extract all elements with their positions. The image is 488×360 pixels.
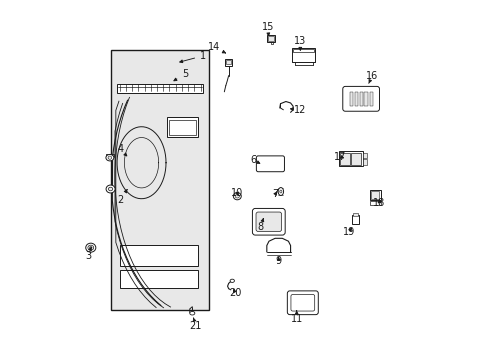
Text: 5: 5 — [174, 69, 188, 81]
Text: 12: 12 — [290, 105, 306, 115]
Bar — [292, 49, 314, 52]
Text: 2: 2 — [117, 190, 127, 205]
Text: 13: 13 — [294, 36, 306, 50]
Ellipse shape — [106, 154, 114, 161]
Bar — [362, 153, 366, 158]
Bar — [369, 190, 380, 200]
Bar — [359, 92, 362, 106]
Ellipse shape — [88, 245, 94, 250]
FancyBboxPatch shape — [290, 294, 314, 311]
Ellipse shape — [108, 156, 111, 159]
Ellipse shape — [278, 188, 283, 195]
Text: 4: 4 — [117, 144, 126, 156]
FancyBboxPatch shape — [256, 212, 281, 231]
Bar — [349, 92, 352, 106]
Ellipse shape — [89, 247, 92, 249]
Text: 9: 9 — [275, 256, 281, 266]
Bar — [225, 60, 231, 64]
FancyBboxPatch shape — [287, 291, 318, 315]
Bar — [225, 59, 231, 66]
Bar — [351, 153, 361, 165]
Text: 16: 16 — [366, 71, 378, 84]
FancyBboxPatch shape — [256, 156, 284, 172]
Bar — [354, 92, 358, 106]
Text: 21: 21 — [189, 318, 202, 331]
Ellipse shape — [85, 243, 96, 252]
Bar — [111, 50, 208, 310]
Ellipse shape — [189, 311, 194, 315]
Bar — [291, 48, 315, 62]
Bar — [168, 120, 196, 135]
Bar — [117, 84, 203, 93]
FancyBboxPatch shape — [252, 208, 285, 235]
Text: 15: 15 — [261, 22, 274, 36]
Bar — [167, 117, 197, 137]
Bar — [370, 191, 379, 199]
Bar — [352, 215, 358, 224]
Bar — [362, 159, 366, 165]
Bar — [120, 270, 197, 288]
Text: 17: 17 — [333, 152, 346, 162]
Bar — [364, 92, 367, 106]
Text: 1: 1 — [180, 51, 206, 63]
Ellipse shape — [108, 187, 113, 191]
Text: 11: 11 — [290, 311, 302, 324]
Ellipse shape — [235, 194, 239, 198]
Ellipse shape — [106, 185, 115, 193]
Text: 19: 19 — [342, 227, 354, 237]
Bar — [120, 245, 197, 266]
Bar — [369, 92, 372, 106]
Text: 18: 18 — [373, 198, 385, 208]
Text: 8: 8 — [257, 219, 263, 232]
Bar — [369, 201, 380, 205]
FancyBboxPatch shape — [342, 86, 379, 111]
Ellipse shape — [279, 190, 282, 193]
Text: 3: 3 — [84, 247, 91, 261]
Text: 7: 7 — [271, 189, 278, 199]
Text: 20: 20 — [229, 288, 241, 298]
Ellipse shape — [233, 193, 241, 200]
Bar — [339, 151, 362, 166]
Ellipse shape — [230, 279, 234, 282]
Text: 10: 10 — [231, 188, 243, 198]
Bar — [266, 35, 274, 42]
Text: 14: 14 — [207, 42, 225, 53]
Bar — [267, 36, 273, 41]
Text: 6: 6 — [250, 155, 259, 165]
Bar — [352, 213, 358, 216]
Bar — [340, 153, 349, 165]
